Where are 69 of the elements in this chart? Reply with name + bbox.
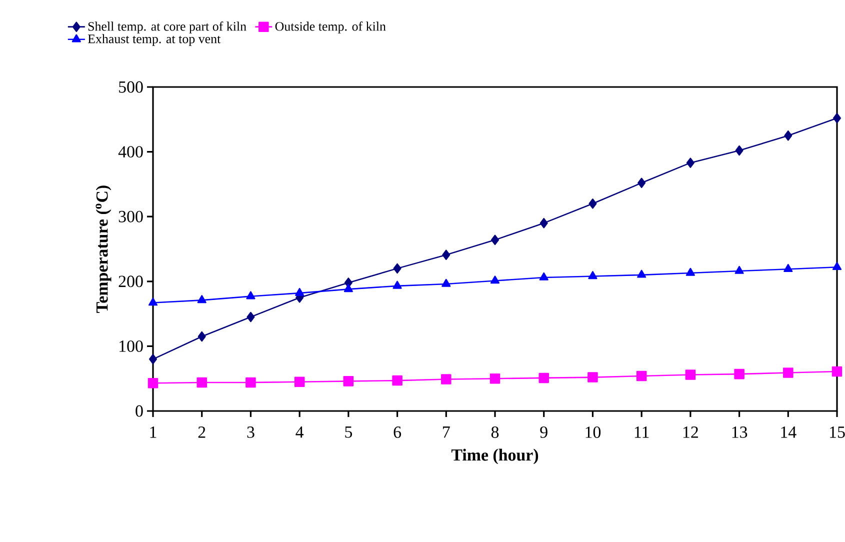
point <box>734 266 744 274</box>
x-tick-label: 9 <box>540 426 548 438</box>
x-tick-label: 4 <box>296 426 304 438</box>
x-tick-label: 2 <box>198 426 206 438</box>
point <box>393 263 402 274</box>
point <box>442 278 451 287</box>
point <box>832 262 842 270</box>
point <box>196 377 207 388</box>
y-tick-label: 100 <box>120 340 143 352</box>
point <box>490 234 500 246</box>
point <box>246 312 255 322</box>
point <box>294 376 305 387</box>
legend-label: Outside temp. of kiln <box>275 22 386 34</box>
x-tick-label: 13 <box>732 426 748 438</box>
point <box>588 198 597 209</box>
point <box>246 291 256 300</box>
point <box>490 373 500 384</box>
legend-label: Shell temp. at core part of kiln <box>88 22 246 34</box>
point <box>686 158 694 168</box>
point <box>295 288 304 296</box>
x-tick-label: 15 <box>830 426 845 438</box>
x-tick-label: 8 <box>491 426 499 438</box>
point <box>442 250 450 260</box>
point <box>637 270 646 278</box>
point <box>686 268 695 276</box>
x-tick-label: 12 <box>683 426 698 438</box>
point <box>734 368 744 380</box>
x-tick-label: 11 <box>634 426 649 438</box>
point <box>588 271 598 280</box>
point <box>636 370 647 382</box>
point <box>392 280 402 289</box>
x-tick-label: 7 <box>443 426 450 438</box>
y-tick-label: 300 <box>118 210 143 222</box>
y-tick-label: 400 <box>118 146 143 158</box>
point <box>784 264 793 272</box>
point <box>638 178 646 188</box>
x-tick-label: 10 <box>586 426 601 438</box>
x-tick-label: 14 <box>781 426 796 438</box>
y-tick-label: 0 <box>136 405 143 417</box>
y-axis-title: Temperature ($^{o}$C) <box>96 186 112 313</box>
point <box>538 372 549 384</box>
point <box>832 112 842 124</box>
x-axis-title: Time (hour) <box>451 448 538 464</box>
point <box>588 372 598 382</box>
point <box>832 366 842 377</box>
point <box>148 298 158 306</box>
point <box>344 284 353 292</box>
point <box>197 295 206 304</box>
point <box>392 375 402 386</box>
point <box>540 218 548 228</box>
point <box>783 368 794 378</box>
point <box>685 370 696 380</box>
point <box>490 276 500 284</box>
y-tick-label: 200 <box>118 276 143 288</box>
x-tick-label: 1 <box>150 426 156 438</box>
x-tick-label: 3 <box>247 426 254 438</box>
legend-label: Exhaust temp. at top vent <box>88 34 221 46</box>
point <box>735 145 744 156</box>
x-tick-label: 6 <box>394 426 402 438</box>
y-tick-label: 500 <box>119 81 143 93</box>
point <box>441 374 452 384</box>
point <box>343 376 354 386</box>
point <box>539 272 548 280</box>
point <box>148 354 158 364</box>
point <box>198 331 206 342</box>
x-tick-label: 5 <box>345 426 352 438</box>
point <box>784 130 792 141</box>
point <box>148 378 158 388</box>
point <box>246 377 256 388</box>
